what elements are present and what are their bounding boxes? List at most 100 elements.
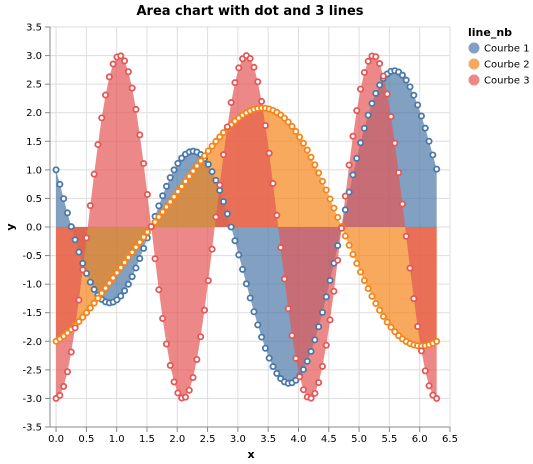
data-point-series-1 (128, 273, 136, 281)
data-point-series-3 (235, 64, 243, 72)
data-point-series-1 (121, 287, 129, 295)
y-tick-label: 3.0 (26, 51, 42, 62)
x-tick-label: 4.0 (291, 434, 307, 445)
data-point-series-3 (269, 179, 277, 187)
data-point-series-2 (140, 233, 148, 241)
data-point-series-3 (406, 264, 414, 272)
data-point-series-1 (318, 308, 326, 316)
data-point-series-3 (322, 341, 330, 349)
data-point-series-3 (63, 368, 71, 376)
x-tick-label: 4.5 (321, 434, 337, 445)
data-point-series-3 (79, 266, 87, 274)
data-point-series-3 (166, 361, 174, 369)
data-point-series-1 (254, 321, 262, 329)
data-point-series-3 (193, 355, 201, 363)
data-point-series-3 (174, 389, 182, 397)
data-point-series-1 (124, 280, 132, 288)
data-point-series-2 (292, 127, 300, 135)
data-point-series-2 (86, 304, 94, 312)
data-point-series-3 (83, 234, 91, 242)
data-point-series-1 (357, 139, 365, 147)
data-point-series-3 (364, 57, 372, 65)
data-point-series-3 (151, 255, 159, 263)
data-point-series-2 (124, 253, 132, 261)
x-tick-label: 3.5 (260, 434, 276, 445)
data-point-series-1 (166, 174, 174, 182)
x-tick-label: 3.0 (230, 434, 246, 445)
data-point-series-2 (379, 312, 387, 320)
data-point-series-1 (433, 165, 441, 173)
y-tick-label: -0.5 (22, 251, 42, 262)
data-point-series-3 (353, 107, 361, 115)
data-point-series-2 (345, 241, 353, 249)
data-point-series-3 (128, 84, 136, 92)
data-point-series-3 (315, 379, 323, 387)
chart-title: Area chart with dot and 3 lines (136, 4, 363, 19)
data-point-series-3 (402, 232, 410, 240)
data-point-series-3 (56, 391, 64, 399)
data-point-series-3 (121, 57, 129, 65)
data-point-series-3 (330, 287, 338, 295)
data-point-series-3 (288, 331, 296, 339)
data-point-series-1 (364, 111, 372, 119)
data-point-series-3 (227, 99, 235, 107)
data-point-series-2 (181, 177, 189, 185)
x-axis-label: x (247, 448, 254, 461)
legend-swatch (468, 58, 480, 70)
data-point-series-1 (60, 195, 68, 203)
data-point-series-2 (143, 228, 151, 236)
data-point-series-2 (311, 161, 319, 169)
data-point-series-1 (269, 363, 277, 371)
data-point-series-1 (63, 209, 71, 217)
data-point-series-1 (299, 366, 307, 374)
area-series-3 (56, 55, 437, 399)
data-point-series-3 (105, 73, 113, 81)
series-areas (56, 55, 437, 399)
axes: 0.0 0.5 1.0 1.5 2.0 2.5 3.0 3.5 4.0 4.5 5.0 5.5 6.0 6… (22, 23, 457, 446)
data-point-series-2 (372, 299, 380, 307)
x-tick-label: 5.5 (381, 434, 397, 445)
data-point-series-3 (220, 151, 228, 159)
data-point-series-2 (216, 133, 224, 141)
y-tick-label: -2.5 (22, 365, 42, 376)
y-tick-label: 1.0 (26, 165, 42, 176)
data-point-series-1 (223, 210, 231, 218)
data-point-series-2 (383, 318, 391, 326)
data-point-series-3 (162, 340, 170, 348)
data-point-series-1 (67, 223, 75, 231)
data-point-series-1 (239, 265, 247, 273)
data-point-series-2 (162, 203, 170, 211)
data-point-series-1 (140, 244, 148, 252)
data-point-series-2 (334, 213, 342, 221)
data-point-series-1 (204, 160, 212, 168)
data-point-series-3 (379, 72, 387, 80)
data-point-series-2 (174, 188, 182, 196)
data-point-series-3 (223, 123, 231, 131)
data-point-series-1 (322, 293, 330, 301)
data-point-series-2 (109, 274, 117, 282)
data-point-series-1 (113, 296, 121, 304)
data-point-series-3 (425, 382, 433, 390)
data-point-series-3 (86, 202, 94, 210)
data-point-series-3 (200, 306, 208, 314)
data-point-series-3 (292, 354, 300, 362)
y-tick-label: 3.5 (26, 23, 42, 34)
data-point-series-3 (334, 256, 342, 264)
data-point-series-3 (345, 161, 353, 169)
data-point-series-1 (307, 347, 315, 355)
data-point-series-3 (398, 200, 406, 208)
data-point-series-1 (75, 248, 83, 256)
data-point-series-3 (280, 275, 288, 283)
data-point-series-2 (368, 292, 376, 300)
x-tick-label: 1.0 (109, 434, 125, 445)
data-point-series-2 (117, 264, 125, 272)
data-point-series-1 (345, 188, 353, 196)
legend-title: line_nb (468, 26, 512, 39)
data-point-series-3 (212, 213, 220, 221)
data-point-series-3 (155, 286, 163, 294)
x-tick-label: 2.5 (200, 434, 216, 445)
data-point-series-2 (105, 279, 113, 287)
data-point-series-3 (284, 305, 292, 313)
data-point-series-3 (273, 211, 281, 219)
data-point-series-1 (341, 206, 349, 214)
